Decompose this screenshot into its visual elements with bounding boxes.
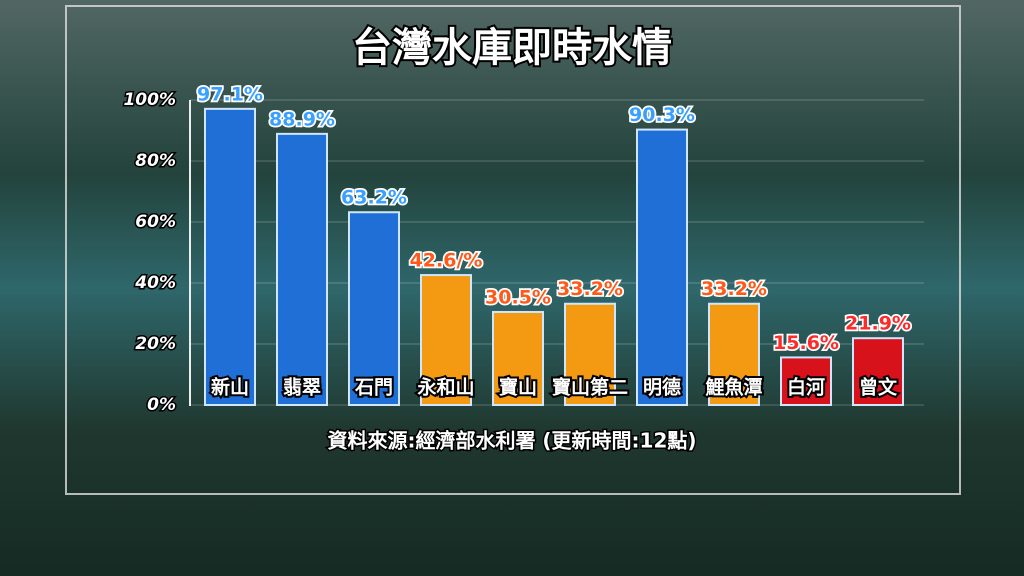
value-label: 63.2%	[341, 187, 407, 209]
y-tick-label: 60%	[135, 212, 176, 232]
value-label: 90.3%	[629, 104, 695, 126]
y-tick-label: 80%	[135, 151, 176, 171]
source-note: 資料來源:經濟部水利署 (更新時間:12點)	[327, 429, 696, 453]
value-label: 88.9%	[269, 108, 335, 130]
value-label: 33.2%	[701, 278, 767, 300]
y-tick-label: 0%	[147, 395, 176, 415]
y-tick-label: 100%	[123, 90, 176, 110]
y-tick-label: 40%	[134, 273, 176, 293]
x-tick-label: 曾文	[859, 376, 898, 399]
frame	[65, 5, 961, 495]
bar	[636, 128, 688, 407]
bar	[348, 211, 400, 406]
x-tick-label: 鯉魚潭	[705, 376, 762, 399]
y-tick-label: 20%	[135, 334, 176, 354]
chart-title: 台灣水庫即時水情	[352, 25, 672, 71]
bar	[780, 356, 832, 407]
x-tick-label: 新山	[211, 376, 249, 399]
bar	[420, 274, 472, 406]
value-label: 97.1%	[197, 83, 263, 105]
x-tick-label: 石門	[354, 377, 393, 399]
value-label: 30.5%	[485, 286, 551, 308]
value-label: 15.6%	[773, 332, 839, 354]
bar	[276, 132, 328, 406]
bar	[204, 107, 256, 406]
x-tick-label: 寶山第二	[552, 376, 628, 399]
x-tick-label: 寶山	[499, 376, 537, 399]
value-label: 42.6/%	[410, 250, 483, 272]
x-tick-label: 明德	[643, 376, 681, 399]
value-label: 21.9%	[845, 313, 911, 335]
bar	[708, 302, 760, 406]
bar	[564, 302, 616, 406]
x-tick-label: 白河	[787, 376, 825, 399]
bar	[492, 310, 544, 407]
value-label: 33.2%	[557, 278, 623, 300]
bar	[852, 337, 904, 406]
x-tick-label: 永和山	[416, 376, 474, 399]
x-tick-label: 翡翠	[283, 377, 321, 399]
